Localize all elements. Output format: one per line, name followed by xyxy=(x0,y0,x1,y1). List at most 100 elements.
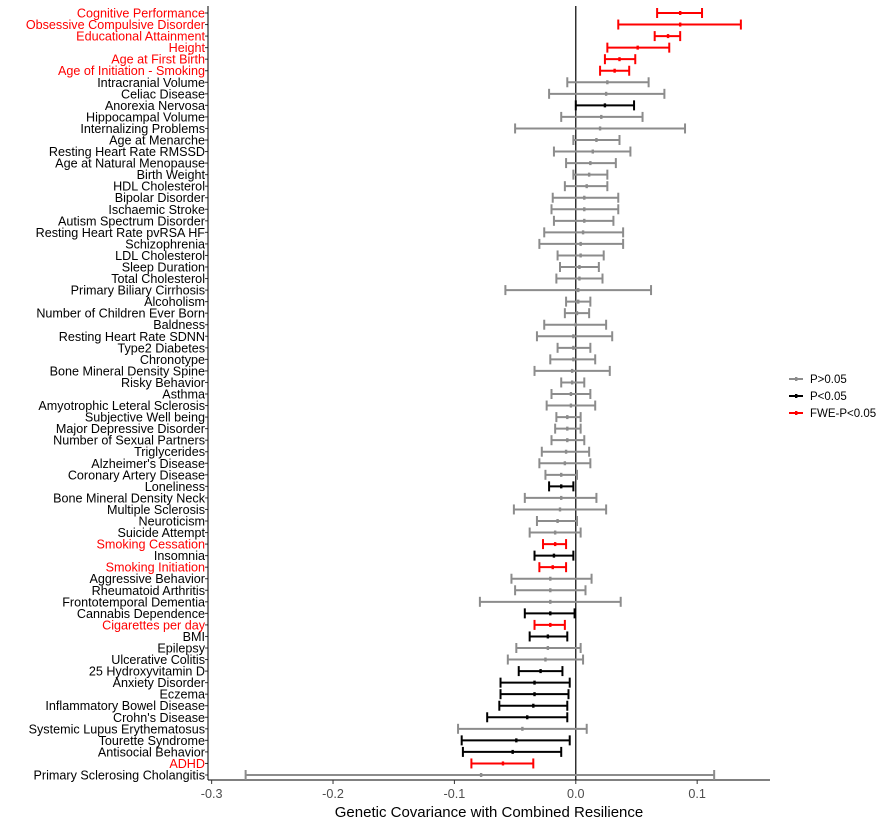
error-bars xyxy=(244,8,742,780)
x-tick-label: 0.1 xyxy=(688,787,706,801)
legend-key-point xyxy=(795,377,798,381)
point-estimate xyxy=(479,773,483,777)
point-estimate xyxy=(678,11,682,15)
row-label: HDL Cholesterol xyxy=(113,180,205,194)
point-estimate xyxy=(526,715,529,720)
error-bar xyxy=(457,723,588,734)
error-bar xyxy=(563,181,609,192)
point-estimate xyxy=(606,80,609,85)
error-bar xyxy=(556,342,592,353)
error-bar xyxy=(574,100,636,111)
legend-key-point xyxy=(795,411,798,415)
x-tick-label: -0.1 xyxy=(444,787,466,801)
row-label: 25 Hydroxyvitamin D xyxy=(89,665,205,679)
row-label: Anorexia Nervosa xyxy=(105,99,205,113)
row-label: Smoking Cessation xyxy=(97,538,206,552)
error-bar xyxy=(523,492,598,503)
point-estimate xyxy=(539,669,542,674)
row-label: Ischaemic Stroke xyxy=(108,203,205,217)
point-estimate xyxy=(591,149,594,154)
row-label: Bipolar Disorder xyxy=(115,191,205,205)
point-estimate xyxy=(636,45,639,50)
error-bar xyxy=(552,146,632,157)
point-estimate xyxy=(678,22,682,27)
x-tick-label: 0.0 xyxy=(567,787,585,801)
row-label: Type2 Diabetes xyxy=(117,341,205,355)
error-bar xyxy=(538,458,592,469)
point-estimate xyxy=(566,438,569,443)
row-label: Internalizing Problems xyxy=(80,122,205,136)
row-label: Age at Natural Menopause xyxy=(55,157,205,171)
point-estimate xyxy=(563,461,567,466)
legend-item: P>0.05 xyxy=(789,374,847,386)
point-estimate xyxy=(569,403,573,408)
point-estimate xyxy=(574,322,577,327)
row-label: Subjective Well being xyxy=(85,411,205,425)
row-label: Bone Mineral Density Spine xyxy=(50,364,205,378)
row-label: ADHD xyxy=(169,757,205,771)
row-label: Sleep Duration xyxy=(122,261,205,275)
error-bar xyxy=(470,758,535,769)
error-bar xyxy=(545,400,597,411)
point-estimate xyxy=(549,611,552,616)
error-bar xyxy=(599,65,631,76)
row-label: Frontotemporal Dementia xyxy=(62,595,205,609)
x-axis-title: Genetic Covariance with Combined Resilie… xyxy=(335,804,643,821)
row-label: Ulcerative Colitis xyxy=(111,653,205,667)
row-label: Risky Behavior xyxy=(121,376,205,390)
error-bar xyxy=(528,631,569,642)
point-estimate xyxy=(551,565,554,570)
x-tick-label: -0.2 xyxy=(322,787,344,801)
row-label: Epilepsy xyxy=(157,642,205,656)
point-estimate xyxy=(521,726,524,731)
row-label: Age at Menarche xyxy=(109,134,205,148)
point-estimate xyxy=(546,634,550,639)
error-bar xyxy=(515,643,582,653)
error-bar xyxy=(535,516,579,526)
point-estimate xyxy=(618,57,621,62)
error-bar xyxy=(528,527,582,538)
point-estimate xyxy=(613,68,616,73)
error-bar xyxy=(563,308,591,319)
row-label: Cannabis Dependence xyxy=(77,607,205,621)
point-estimate xyxy=(566,415,569,420)
point-estimate xyxy=(572,357,575,362)
error-bar xyxy=(533,550,575,561)
point-estimate xyxy=(572,334,575,339)
row-label: Resting Heart Rate SDNN xyxy=(59,330,205,344)
point-estimate xyxy=(501,761,505,766)
legend-key-point xyxy=(795,394,798,398)
row-label: Number of Children Ever Born xyxy=(36,307,205,321)
point-estimate xyxy=(569,392,573,396)
point-estimate xyxy=(553,542,557,547)
point-estimate xyxy=(577,288,580,293)
row-label: Major Depressive Disorder xyxy=(56,422,205,436)
point-estimate xyxy=(560,472,563,477)
point-estimate xyxy=(572,345,575,350)
error-bar xyxy=(548,88,666,99)
error-bar xyxy=(552,215,615,226)
error-bar xyxy=(572,135,621,145)
row-label: Primary Biliary Cirrhosis xyxy=(71,284,205,298)
error-bar xyxy=(478,596,622,607)
point-estimate xyxy=(583,218,586,223)
point-estimate xyxy=(603,103,607,108)
point-estimate xyxy=(578,276,581,281)
error-bar xyxy=(538,562,568,573)
row-label: Suicide Attempt xyxy=(117,526,205,540)
row-label: Age at First Birth xyxy=(111,53,205,67)
error-bar xyxy=(538,238,625,249)
point-estimate xyxy=(544,657,547,662)
error-bar xyxy=(550,435,586,446)
error-bar xyxy=(523,608,576,619)
row-label: Cognitive Performance xyxy=(77,7,205,21)
point-estimate xyxy=(587,172,591,177)
error-bar xyxy=(559,262,600,272)
error-bar xyxy=(653,31,682,42)
point-estimate xyxy=(570,368,574,373)
error-bar xyxy=(543,227,625,238)
point-estimate xyxy=(589,161,592,166)
row-label: Coronary Artery Disease xyxy=(68,468,205,482)
